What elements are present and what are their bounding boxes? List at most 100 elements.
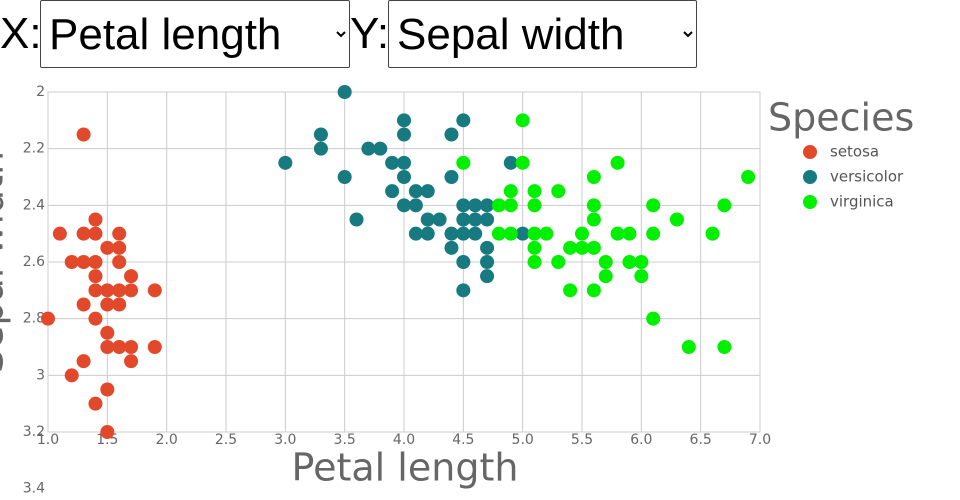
point [397,170,411,184]
point [100,297,115,312]
point [456,113,471,128]
point [741,170,756,184]
point [480,255,495,269]
x-select[interactable]: Petal length [40,0,350,68]
point [456,255,471,269]
point [646,311,661,326]
point [76,127,91,142]
point [397,127,411,142]
x-tick-label: 5.5 [571,432,593,448]
point [88,311,103,326]
legend-title: Species [768,96,914,140]
point [52,226,67,241]
legend-marker [803,170,817,184]
y-tick-label: 3.2 [23,424,45,440]
point [76,354,91,369]
x-tick-label: 7.0 [749,432,771,448]
point [634,269,649,284]
point [646,198,661,213]
point [527,226,542,241]
x-tick-label: 6.5 [690,432,712,448]
legend-label: setosa [830,143,879,161]
point [408,226,423,241]
point [551,184,566,199]
point [124,354,139,369]
point [622,226,637,241]
y-tick-label: 2.6 [23,254,45,270]
point [76,255,91,269]
point [420,184,435,199]
point [586,170,601,184]
point [100,325,115,340]
point [373,141,388,156]
point [124,340,139,354]
point [112,226,127,241]
point [468,198,483,213]
x-tick-label: 2.0 [156,432,178,448]
y-label: Y: [350,9,390,58]
x-axis-title: Petal length [292,446,519,490]
point [313,127,328,142]
point [76,226,91,241]
legend-label: virginica [830,193,894,211]
y-tick-label: 3.4 [23,481,45,497]
point [515,226,530,241]
point [456,226,471,241]
point [669,212,684,227]
y-select[interactable]: Sepal width [388,0,697,68]
point [420,212,435,227]
point [397,155,411,170]
point [575,240,589,255]
point [147,340,162,354]
point [480,198,495,213]
point [610,155,625,170]
point [456,212,471,227]
point [610,226,625,241]
point [337,170,352,184]
point [408,198,423,213]
point [646,226,661,241]
point [112,283,127,298]
point [598,255,613,269]
x-label: X: [0,9,42,58]
y-tick-label: 2.2 [23,141,45,157]
point [527,184,542,199]
point [397,113,411,128]
point [88,226,103,241]
point [278,155,293,170]
point [491,198,506,213]
point [124,269,139,284]
x-tick-label: 5.0 [512,432,534,448]
point [88,269,103,284]
point [444,127,459,142]
point [563,283,578,298]
y-tick-label: 3 [36,367,45,383]
point [41,311,55,326]
point [456,198,471,213]
point [349,212,364,227]
point [681,340,696,354]
y-axis-title: Sepal width [0,151,12,373]
point [456,155,471,170]
point [100,382,115,397]
point [337,85,352,99]
point [586,212,601,227]
point [147,283,162,298]
x-tick-label: 1.0 [37,432,59,448]
x-tick-label: 4.5 [452,432,474,448]
point [112,340,127,354]
point [563,240,578,255]
point [539,226,554,241]
point [88,283,103,298]
point [622,255,637,269]
point [112,297,127,312]
point [503,184,518,199]
point [385,184,400,199]
point [551,255,566,269]
point [575,226,589,241]
point [491,226,506,241]
y-tick-label: 2 [36,84,45,100]
point [444,226,459,241]
point [444,170,459,184]
